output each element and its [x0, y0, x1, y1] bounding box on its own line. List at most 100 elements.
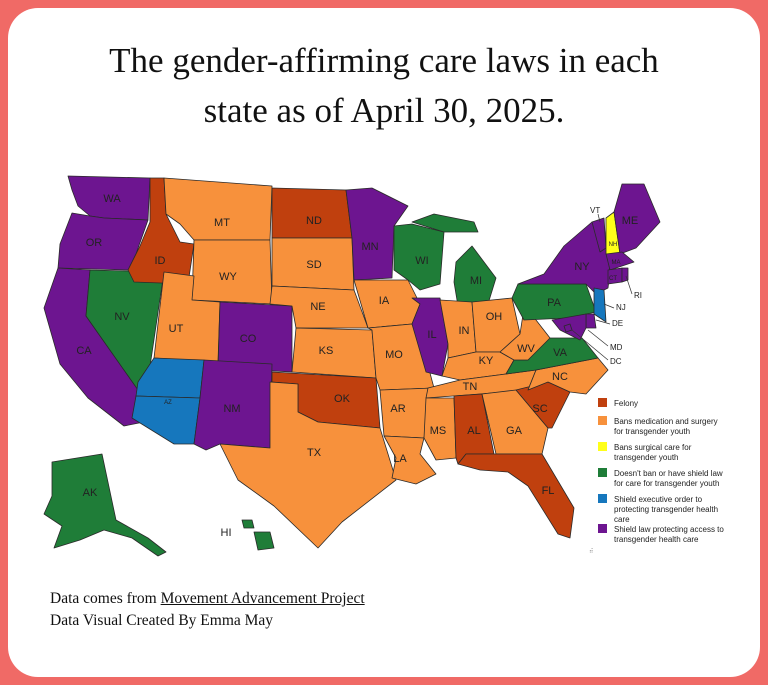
label-NM: NM	[223, 403, 240, 415]
label-IL: IL	[427, 329, 436, 341]
source-block: Data comes from Movement Advancement Pro…	[50, 588, 365, 632]
state-MA[interactable]	[605, 251, 635, 271]
label-WI: WI	[415, 255, 428, 267]
label-FL: FL	[542, 485, 555, 497]
states-layer	[43, 175, 661, 557]
state-DE[interactable]	[585, 313, 597, 329]
label-SC: SC	[532, 403, 547, 415]
legend-swatch-shield_law	[598, 524, 607, 533]
label-TX: TX	[307, 447, 322, 459]
label-NJ: NJ	[616, 303, 626, 312]
label-NY: NY	[574, 261, 590, 273]
label-NV: NV	[114, 311, 130, 323]
legend-swatch-bans_surgical	[598, 442, 607, 451]
label-MI: MI	[470, 275, 482, 287]
label-DC: DC	[610, 357, 622, 366]
legend-label-shield_exec_order-1: protecting transgender health	[614, 505, 718, 514]
state-MI-upper[interactable]	[411, 213, 479, 233]
label-NE: NE	[310, 301, 325, 313]
state-MS[interactable]	[423, 397, 457, 461]
credit-line: Data Visual Created By Emma May	[50, 612, 274, 629]
state-DC[interactable]	[563, 323, 573, 333]
legend-label-shield_law-0: Shield law protecting access to	[614, 525, 724, 534]
label-NH: NH	[609, 242, 618, 248]
label-VA: VA	[553, 347, 568, 359]
legend-label-shield_exec_order-0: Shield executive order to	[614, 495, 703, 504]
state-AK[interactable]	[43, 453, 167, 557]
source-prefix: Data comes from	[50, 590, 161, 607]
legend-label-shield_no_ban-0: Doesn't ban or have shield law	[614, 469, 723, 478]
label-MO: MO	[385, 349, 403, 361]
label-IN: IN	[459, 325, 470, 337]
label-MT: MT	[214, 217, 230, 229]
legend-swatch-felony	[598, 398, 607, 407]
title-line-1: The gender-affirming care laws in each	[109, 41, 659, 80]
label-ME: ME	[622, 215, 639, 227]
label-leader-lines	[571, 213, 633, 361]
legend-label-bans_surgical-0: Bans surgical care for	[614, 443, 692, 452]
legend-swatch-shield_no_ban	[598, 468, 607, 477]
label-OH: OH	[486, 311, 503, 323]
legend-swatch-bans_med_surgery	[598, 416, 607, 425]
label-IA: IA	[379, 295, 390, 307]
state-MN[interactable]	[345, 187, 409, 281]
label-OR: OR	[86, 237, 103, 249]
label-KY: KY	[479, 355, 494, 367]
label-AZ: AZ	[164, 400, 172, 406]
legend-label-bans_med_surgery-1: for transgender youth	[614, 427, 690, 436]
state-MT[interactable]	[163, 177, 273, 241]
label-AK: AK	[83, 487, 98, 499]
label-CT: CT	[609, 276, 617, 282]
state-NJ[interactable]	[593, 287, 607, 323]
label-GA: GA	[506, 425, 523, 437]
label-UT: UT	[169, 323, 184, 335]
label-MD: MD	[610, 343, 623, 352]
state-TX[interactable]	[219, 381, 397, 549]
state-FL[interactable]	[457, 453, 575, 539]
label-WV: WV	[517, 343, 535, 355]
state-LA[interactable]	[383, 435, 437, 485]
title-line-2: state as of April 30, 2025.	[203, 91, 565, 130]
label-RI: RI	[634, 291, 642, 300]
label-ND: ND	[306, 215, 322, 227]
label-OK: OK	[334, 393, 351, 405]
label-LA: LA	[393, 453, 407, 465]
state-ND[interactable]	[271, 187, 353, 239]
state-KS[interactable]	[291, 327, 377, 379]
state-HI[interactable]	[241, 519, 255, 529]
label-DE: DE	[612, 319, 623, 328]
label-MS: MS	[430, 425, 447, 437]
state-labels: WA OR CA NV ID MT WY UT CO AZ NM ND SD N…	[76, 193, 642, 539]
state-WI[interactable]	[393, 223, 445, 291]
legend-label-bans_med_surgery-0: Bans medication and surgery	[614, 417, 718, 426]
label-PA: PA	[547, 297, 562, 309]
map-credit-mark: ⠾	[589, 548, 593, 555]
label-AR: AR	[390, 403, 405, 415]
legend-swatch-shield_exec_order	[598, 494, 607, 503]
legend-label-shield_no_ban-1: for care for transgender youth	[614, 479, 719, 488]
legend-label-bans_surgical-1: transgender youth	[614, 453, 679, 462]
page-title: The gender-affirming care laws in each s…	[8, 36, 760, 136]
label-TN: TN	[463, 381, 478, 393]
state-HI-big[interactable]	[253, 531, 275, 551]
label-KS: KS	[319, 345, 334, 357]
label-VT: VT	[590, 206, 600, 215]
state-GA[interactable]	[481, 389, 549, 455]
label-WY: WY	[219, 271, 237, 283]
label-CO: CO	[240, 333, 257, 345]
label-SD: SD	[306, 259, 321, 271]
state-AZ-south[interactable]	[131, 395, 201, 445]
label-MN: MN	[361, 241, 378, 253]
legend-label-shield_law-1: transgender health care	[614, 535, 699, 544]
source-link[interactable]: Movement Advancement Project	[160, 590, 365, 607]
label-MA: MA	[612, 260, 621, 266]
label-ID: ID	[155, 255, 166, 267]
label-CA: CA	[76, 345, 92, 357]
label-WA: WA	[103, 193, 121, 205]
us-map: WA OR CA NV ID MT WY UT CO AZ NM ND SD N…	[43, 175, 724, 557]
label-NC: NC	[552, 371, 568, 383]
legend-label-felony-0: Felony	[614, 399, 638, 408]
label-HI: HI	[221, 527, 232, 539]
source-line: Data comes from Movement Advancement Pro…	[50, 588, 365, 610]
